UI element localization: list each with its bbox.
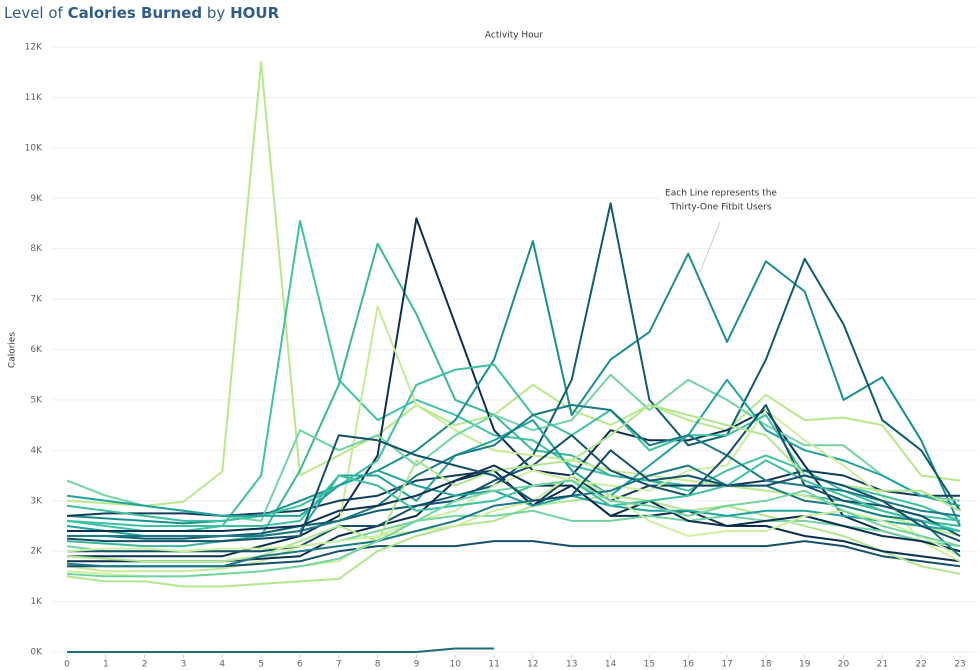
series-line xyxy=(67,404,961,537)
y-tick-label: 6K xyxy=(30,345,43,355)
y-tick-label: 1K xyxy=(30,597,43,607)
x-tick-label: 13 xyxy=(566,660,577,670)
annotation-box xyxy=(660,182,782,220)
x-tick-label: 1 xyxy=(103,660,109,670)
x-tick-label: 2 xyxy=(142,660,148,670)
y-tick-label: 4K xyxy=(30,446,43,456)
title-part: by xyxy=(202,4,230,22)
series-line xyxy=(66,61,961,507)
y-axis-label: Calories xyxy=(8,332,18,369)
y-tick-label: 10K xyxy=(25,143,43,153)
title-part: Calories Burned xyxy=(68,4,203,22)
x-tick-label: 9 xyxy=(414,660,420,670)
series-line xyxy=(67,404,961,553)
y-tick-label: 3K xyxy=(30,496,43,506)
series-line xyxy=(67,469,961,563)
x-tick-label: 19 xyxy=(799,660,811,670)
annotation-text: Each Line represents the xyxy=(665,189,777,199)
lines xyxy=(66,61,961,653)
series-line xyxy=(67,217,961,558)
y-tick-label: 12K xyxy=(25,43,43,53)
series-line xyxy=(66,459,961,532)
x-tick-label: 4 xyxy=(219,660,225,670)
series-line xyxy=(67,464,961,553)
x-tick-label: 20 xyxy=(838,660,850,670)
series-line xyxy=(66,219,961,532)
x-tick-label: 10 xyxy=(450,660,462,670)
series-line xyxy=(66,305,961,573)
series-line xyxy=(66,240,961,527)
annotation-leader xyxy=(699,221,721,273)
x-axis-label: Activity Hour xyxy=(485,31,543,41)
x-tick-label: 21 xyxy=(877,660,888,670)
x-tick-label: 16 xyxy=(682,660,694,670)
x-tick-label: 18 xyxy=(760,660,772,670)
y-tick-label: 11K xyxy=(25,93,43,103)
x-tick-label: 23 xyxy=(954,660,965,670)
series-line xyxy=(66,474,961,558)
y-tick-label: 7K xyxy=(30,295,43,305)
series-line xyxy=(66,469,961,532)
series-line xyxy=(66,464,961,568)
x-tick-label: 22 xyxy=(915,660,926,670)
y-tick-label: 8K xyxy=(30,244,43,254)
title-part: Level of xyxy=(4,4,68,22)
x-tick-label: 15 xyxy=(644,660,655,670)
chart-title: Level of Calories Burned by HOUR xyxy=(4,4,280,22)
x-tick-label: 5 xyxy=(258,660,264,670)
series-line xyxy=(66,434,961,543)
series-line xyxy=(67,647,495,653)
x-tick-label: 11 xyxy=(488,660,499,670)
x-tick-label: 3 xyxy=(181,660,187,670)
title-part: HOUR xyxy=(230,4,279,22)
x-tick-label: 7 xyxy=(336,660,342,670)
y-tick-label: 5K xyxy=(30,395,43,405)
series-line xyxy=(67,540,961,568)
annotation-text: Thirty-One Fitbit Users xyxy=(669,203,771,213)
x-tick-label: 12 xyxy=(527,660,538,670)
y-tick-label: 9K xyxy=(30,194,43,204)
x-tick-label: 6 xyxy=(297,660,303,670)
x-tick-label: 0 xyxy=(64,660,70,670)
x-tick-label: 17 xyxy=(721,660,732,670)
x-tick-label: 14 xyxy=(605,660,617,670)
y-tick-label: 0K xyxy=(30,648,43,658)
x-tick-label: 8 xyxy=(375,660,381,670)
y-tick-label: 2K xyxy=(30,547,43,557)
